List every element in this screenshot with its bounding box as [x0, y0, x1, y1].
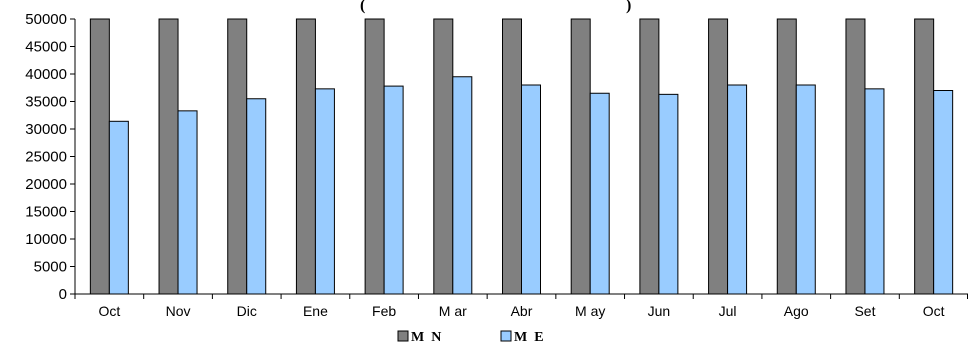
bar-series-1 — [158, 18, 179, 295]
bar-series-2 — [589, 92, 610, 295]
chart-title-group: ( ) — [360, 0, 631, 14]
bar-series-1 — [914, 18, 935, 295]
y-tick-label: 10000 — [25, 231, 67, 248]
bar-series-1 — [570, 18, 591, 295]
bar-series-2 — [795, 84, 816, 295]
bars-group — [89, 18, 954, 295]
x-tick-label: Nov — [166, 303, 191, 319]
bar-series-1 — [433, 18, 454, 295]
bar-series-1 — [639, 18, 660, 295]
y-tick-label: 35000 — [25, 94, 67, 111]
y-tick-label: 15000 — [25, 204, 67, 221]
x-tick-label: Set — [854, 303, 875, 319]
x-tick-label: Ene — [303, 303, 328, 319]
legend-swatch — [397, 330, 409, 342]
bar-series-2 — [452, 76, 473, 295]
y-axis: 0 5000 10000 15000 20000 25000 30000 35000 40000… — [25, 11, 76, 303]
x-tick-label: Jul — [719, 303, 737, 319]
bar-series-1 — [227, 18, 248, 295]
bar-series-2 — [383, 85, 404, 295]
bar-series-1 — [502, 18, 522, 295]
x-axis: Oct Nov Dic Ene Feb M ar Abr M ay Jun Jul Ago Set Oc… — [74, 293, 968, 319]
bar-series-1 — [295, 18, 316, 295]
bar-series-1 — [708, 18, 729, 295]
legend-label: M N — [411, 330, 441, 345]
y-tick-label: 45000 — [25, 39, 67, 56]
y-tick-label: 25000 — [25, 149, 67, 166]
bar-series-2 — [864, 88, 885, 295]
x-tick-label: Jun — [648, 303, 671, 319]
y-tick-label: 50000 — [25, 11, 67, 28]
x-tick-label: Oct — [923, 303, 945, 319]
bar-series-2 — [521, 84, 541, 295]
x-tick-label: M ay — [575, 303, 605, 319]
chart-title-suffix: ) — [626, 0, 631, 14]
legend-swatch — [500, 330, 512, 342]
bar-series-1 — [89, 18, 110, 295]
x-tick-label: Ago — [784, 303, 809, 319]
legend-label: M E — [514, 330, 544, 345]
bar-series-2 — [314, 88, 335, 295]
chart-title: ( — [360, 0, 365, 14]
x-tick-label: Oct — [98, 303, 120, 319]
x-tick-label: Abr — [511, 303, 533, 319]
bar-series-1 — [364, 18, 385, 295]
x-tick-label: M ar — [439, 303, 467, 319]
y-tick-label: 5000 — [34, 259, 67, 276]
y-tick-label: 40000 — [25, 66, 67, 83]
bar-series-2 — [108, 120, 129, 295]
bar-series-2 — [658, 93, 679, 295]
x-tick-label: Dic — [237, 303, 257, 319]
bar-series-1 — [776, 18, 797, 295]
y-tick-label: 0 — [59, 286, 67, 303]
y-tick-label: 30000 — [25, 121, 67, 138]
bar-series-1 — [845, 18, 866, 295]
bar-series-2 — [933, 90, 954, 295]
y-tick-label: 20000 — [25, 176, 67, 193]
bar-series-2 — [246, 98, 267, 295]
x-tick-label: Feb — [372, 303, 396, 319]
bar-series-2 — [177, 110, 198, 295]
bar-series-2 — [727, 84, 748, 295]
